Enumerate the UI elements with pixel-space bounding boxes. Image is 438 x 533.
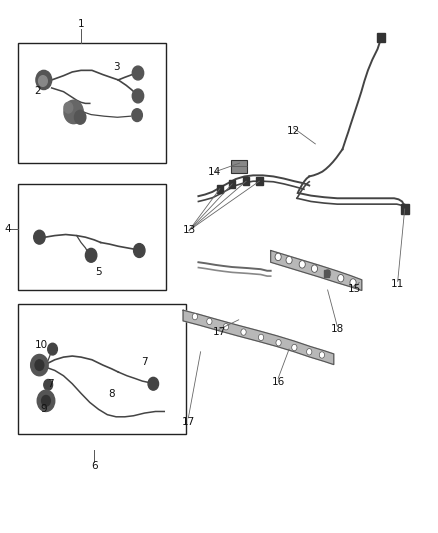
Bar [231,160,247,173]
Text: 3: 3 [113,62,120,71]
Circle shape [85,248,97,262]
Text: 1: 1 [78,19,85,29]
Polygon shape [271,251,362,290]
Bar [18,304,186,434]
Text: 2: 2 [34,86,41,95]
Circle shape [35,360,44,370]
Circle shape [192,313,198,320]
Circle shape [64,102,73,113]
Bar [324,270,329,277]
Circle shape [134,244,145,257]
Circle shape [42,395,50,406]
Circle shape [207,318,212,325]
Circle shape [31,354,48,376]
Circle shape [44,379,53,390]
Circle shape [325,270,331,277]
Circle shape [276,340,281,346]
Bar [243,177,250,185]
Circle shape [319,352,325,358]
Circle shape [64,100,83,124]
Text: 9: 9 [40,404,47,414]
Circle shape [338,274,344,282]
Polygon shape [183,310,334,365]
Bar [256,177,263,185]
Text: 7: 7 [141,358,148,367]
Bar [229,180,236,188]
Circle shape [241,329,246,335]
Bar [18,43,166,163]
Text: 15: 15 [348,284,361,294]
Circle shape [350,279,356,286]
Bar [401,204,409,214]
Text: 14: 14 [208,167,221,176]
Circle shape [34,230,45,244]
Text: 6: 6 [91,462,98,471]
Bar [216,185,223,193]
Circle shape [311,265,318,272]
Text: 7: 7 [47,379,54,389]
Circle shape [74,110,86,124]
Circle shape [36,70,52,90]
Circle shape [132,89,144,103]
Circle shape [132,66,144,80]
Circle shape [299,261,305,268]
Text: 5: 5 [95,267,102,277]
Circle shape [307,349,312,355]
Bar [18,184,166,290]
Circle shape [132,109,142,122]
Circle shape [258,334,264,341]
Text: 4: 4 [4,224,11,234]
Text: 13: 13 [183,225,196,235]
Text: 8: 8 [108,390,115,399]
Text: 10: 10 [35,340,48,350]
Circle shape [275,253,281,261]
Bar [377,33,385,42]
Text: 17: 17 [182,417,195,427]
Text: 11: 11 [391,279,404,288]
Text: 17: 17 [212,327,226,336]
Text: 12: 12 [287,126,300,135]
Circle shape [39,76,47,86]
Text: 18: 18 [331,324,344,334]
Text: 16: 16 [272,377,285,387]
Circle shape [292,344,297,351]
Circle shape [286,256,292,264]
Circle shape [48,343,57,355]
Circle shape [148,377,159,390]
Circle shape [223,324,229,330]
Circle shape [37,390,55,411]
